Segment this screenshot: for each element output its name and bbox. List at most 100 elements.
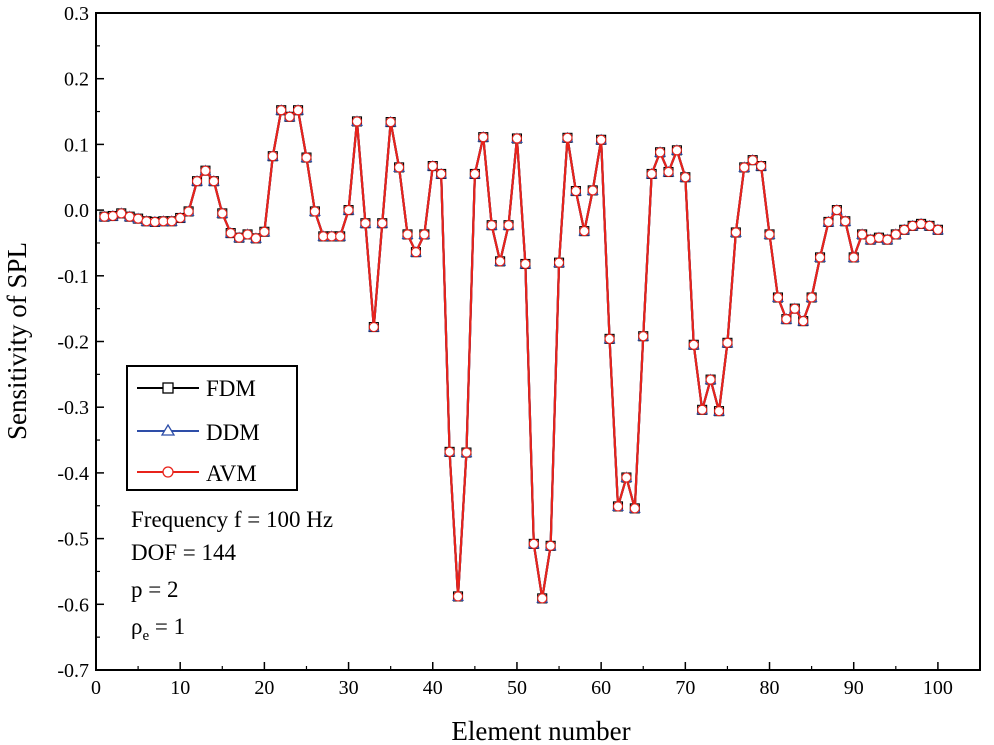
data-point-avm [705, 374, 716, 385]
data-point-avm [621, 472, 632, 483]
data-point-avm [612, 501, 624, 512]
data-point-avm [596, 134, 607, 145]
data-point-avm [217, 208, 228, 219]
data-point-avm [697, 404, 708, 415]
data-point-avm [200, 165, 211, 176]
data-point-avm [789, 303, 800, 314]
data-point-avm [495, 256, 506, 267]
data-point-avm [326, 231, 337, 242]
y-tick-label: -0.1 [57, 266, 89, 288]
series-avm [99, 105, 943, 604]
x-tick-label: 50 [507, 677, 527, 699]
data-point-avm [234, 232, 245, 243]
data-point-avm [671, 145, 682, 156]
data-point-avm [882, 234, 893, 245]
x-tick-label: 90 [844, 677, 864, 699]
data-point-avm [638, 331, 649, 342]
legend: FDM DDM AVM [126, 365, 298, 491]
y-tick-label: 0.2 [64, 69, 89, 91]
annotation-density: ρe = 1 [131, 614, 185, 644]
data-point-avm [511, 133, 523, 144]
data-point-avm [107, 210, 118, 222]
data-point-avm [655, 147, 666, 158]
data-point-avm [309, 206, 320, 217]
data-point-avm [713, 406, 725, 417]
data-point-avm [798, 316, 809, 327]
data-point-avm [410, 247, 421, 258]
data-point-avm [831, 205, 842, 216]
x-tick-label: 10 [170, 677, 190, 699]
y-tick-label: -0.2 [57, 332, 89, 354]
data-point-avm [335, 231, 346, 242]
data-point-avm [688, 339, 699, 350]
data-point-avm [208, 176, 219, 187]
data-point-avm [739, 162, 750, 173]
data-point-avm [318, 231, 329, 242]
data-point-avm [461, 447, 472, 458]
x-tick-label: 0 [91, 677, 101, 699]
x-tick-label: 60 [591, 677, 611, 699]
data-point-avm [116, 208, 127, 219]
data-point-avm [242, 229, 253, 240]
data-point-avm [452, 591, 464, 602]
x-tick-label: 80 [760, 677, 780, 699]
annotation-density-symbol: ρ [131, 614, 142, 639]
data-point-avm [478, 132, 489, 143]
data-point-avm [99, 211, 110, 222]
data-point-avm [848, 252, 859, 263]
annotation-dof: DOF = 144 [131, 540, 236, 565]
data-point-avm [250, 233, 262, 244]
data-point-avm [764, 229, 775, 240]
data-point-avm [360, 218, 371, 229]
data-point-avm [890, 229, 901, 240]
legend-marker-fdm [162, 382, 174, 394]
x-tick-label: 40 [423, 677, 443, 699]
y-tick-label: -0.7 [57, 660, 89, 682]
data-point-avm [293, 105, 304, 116]
data-point-avm [873, 232, 885, 243]
legend-label-fdm: FDM [206, 376, 256, 401]
data-point-avm [722, 337, 733, 348]
data-point-avm [343, 205, 354, 216]
data-point-avm [276, 105, 287, 116]
y-tick-label: -0.3 [57, 397, 89, 419]
x-tick-label: 100 [923, 677, 953, 699]
data-point-avm [823, 216, 834, 227]
y-axis-title: Sensitivity of SPL [2, 242, 32, 440]
y-tick-label: -0.5 [57, 529, 89, 551]
y-tick-label: -0.4 [57, 463, 89, 485]
data-point-avm [899, 224, 910, 235]
annotation-penalty: p = 2 [131, 577, 178, 602]
data-point-avm [419, 229, 430, 240]
data-point-avm [175, 212, 186, 224]
annotation-density-value: = 1 [149, 614, 185, 639]
data-point-avm [267, 151, 278, 162]
series-group [98, 104, 944, 604]
data-point-avm [730, 227, 741, 238]
annotations: Frequency f = 100 Hz DOF = 144 p = 2 ρe … [131, 507, 333, 644]
data-point-avm [486, 220, 497, 231]
legend-marker-avm [162, 466, 174, 478]
x-tick-label: 30 [339, 677, 359, 699]
data-point-avm [191, 176, 203, 187]
data-point-avm [520, 258, 531, 270]
data-point-avm [436, 168, 447, 180]
data-point-avm [545, 540, 556, 551]
x-axis-title: Element number [451, 716, 630, 745]
legend-label-avm: AVM [206, 461, 257, 486]
data-point-avm [747, 155, 758, 166]
data-point-avm [301, 152, 312, 163]
data-point-avm [916, 218, 927, 229]
data-point-avm [183, 206, 194, 217]
y-tick-label: 0.0 [64, 200, 89, 222]
data-point-avm [469, 168, 480, 180]
legend-label-ddm: DDM [206, 420, 260, 445]
annotation-density-subscript: e [142, 628, 149, 644]
data-point-avm [351, 116, 363, 127]
data-point-avm [680, 172, 691, 183]
y-tick-label: 0.1 [64, 134, 89, 156]
data-point-avm [772, 292, 783, 303]
data-point-avm [149, 216, 160, 227]
x-tick-label: 70 [675, 677, 695, 699]
